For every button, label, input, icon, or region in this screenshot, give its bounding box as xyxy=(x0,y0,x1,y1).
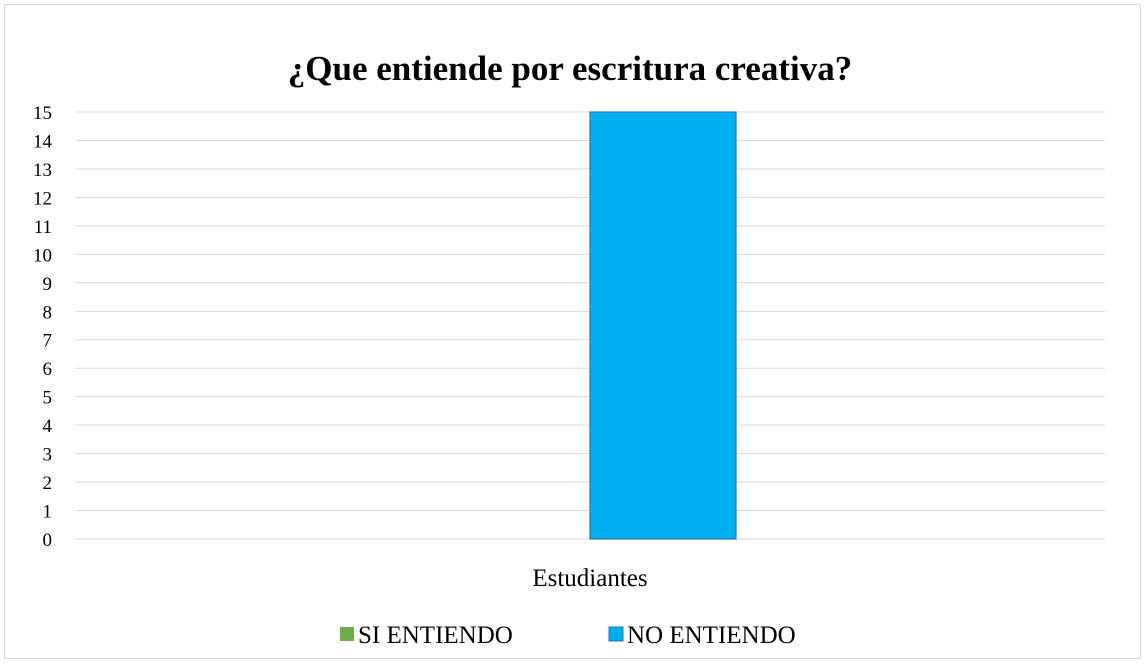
y-tick-label: 15 xyxy=(33,103,52,124)
bar-no-entiendo xyxy=(589,111,737,540)
y-tick-label: 10 xyxy=(33,245,52,266)
legend-label: SI ENTIENDO xyxy=(358,622,513,649)
y-tick-label: 1 xyxy=(43,502,53,523)
x-category-label: Estudiantes xyxy=(532,565,647,592)
y-tick-label: 4 xyxy=(43,416,53,437)
bars xyxy=(589,111,737,540)
legend-label: NO ENTIENDO xyxy=(627,622,796,649)
legend-swatch xyxy=(340,627,354,641)
chart-title: ¿Que entiende por escritura creativa? xyxy=(288,49,852,88)
y-tick-label: 13 xyxy=(33,160,52,181)
y-tick-label: 0 xyxy=(43,530,53,551)
y-tick-label: 7 xyxy=(43,331,53,352)
y-tick-label: 3 xyxy=(43,445,53,466)
y-tick-label: 9 xyxy=(43,274,53,295)
y-tick-label: 5 xyxy=(43,388,53,409)
y-tick-label: 6 xyxy=(43,359,53,380)
y-tick-label: 12 xyxy=(33,188,52,209)
legend-swatch xyxy=(608,626,624,642)
x-axis-categories: Estudiantes xyxy=(532,565,647,592)
y-tick-label: 14 xyxy=(33,131,53,152)
y-tick-label: 8 xyxy=(43,302,53,323)
y-tick-label: 11 xyxy=(34,217,52,238)
y-tick-label: 2 xyxy=(43,473,53,494)
legend: SI ENTIENDO NO ENTIENDO xyxy=(340,622,796,649)
chart-frame xyxy=(4,4,1141,659)
